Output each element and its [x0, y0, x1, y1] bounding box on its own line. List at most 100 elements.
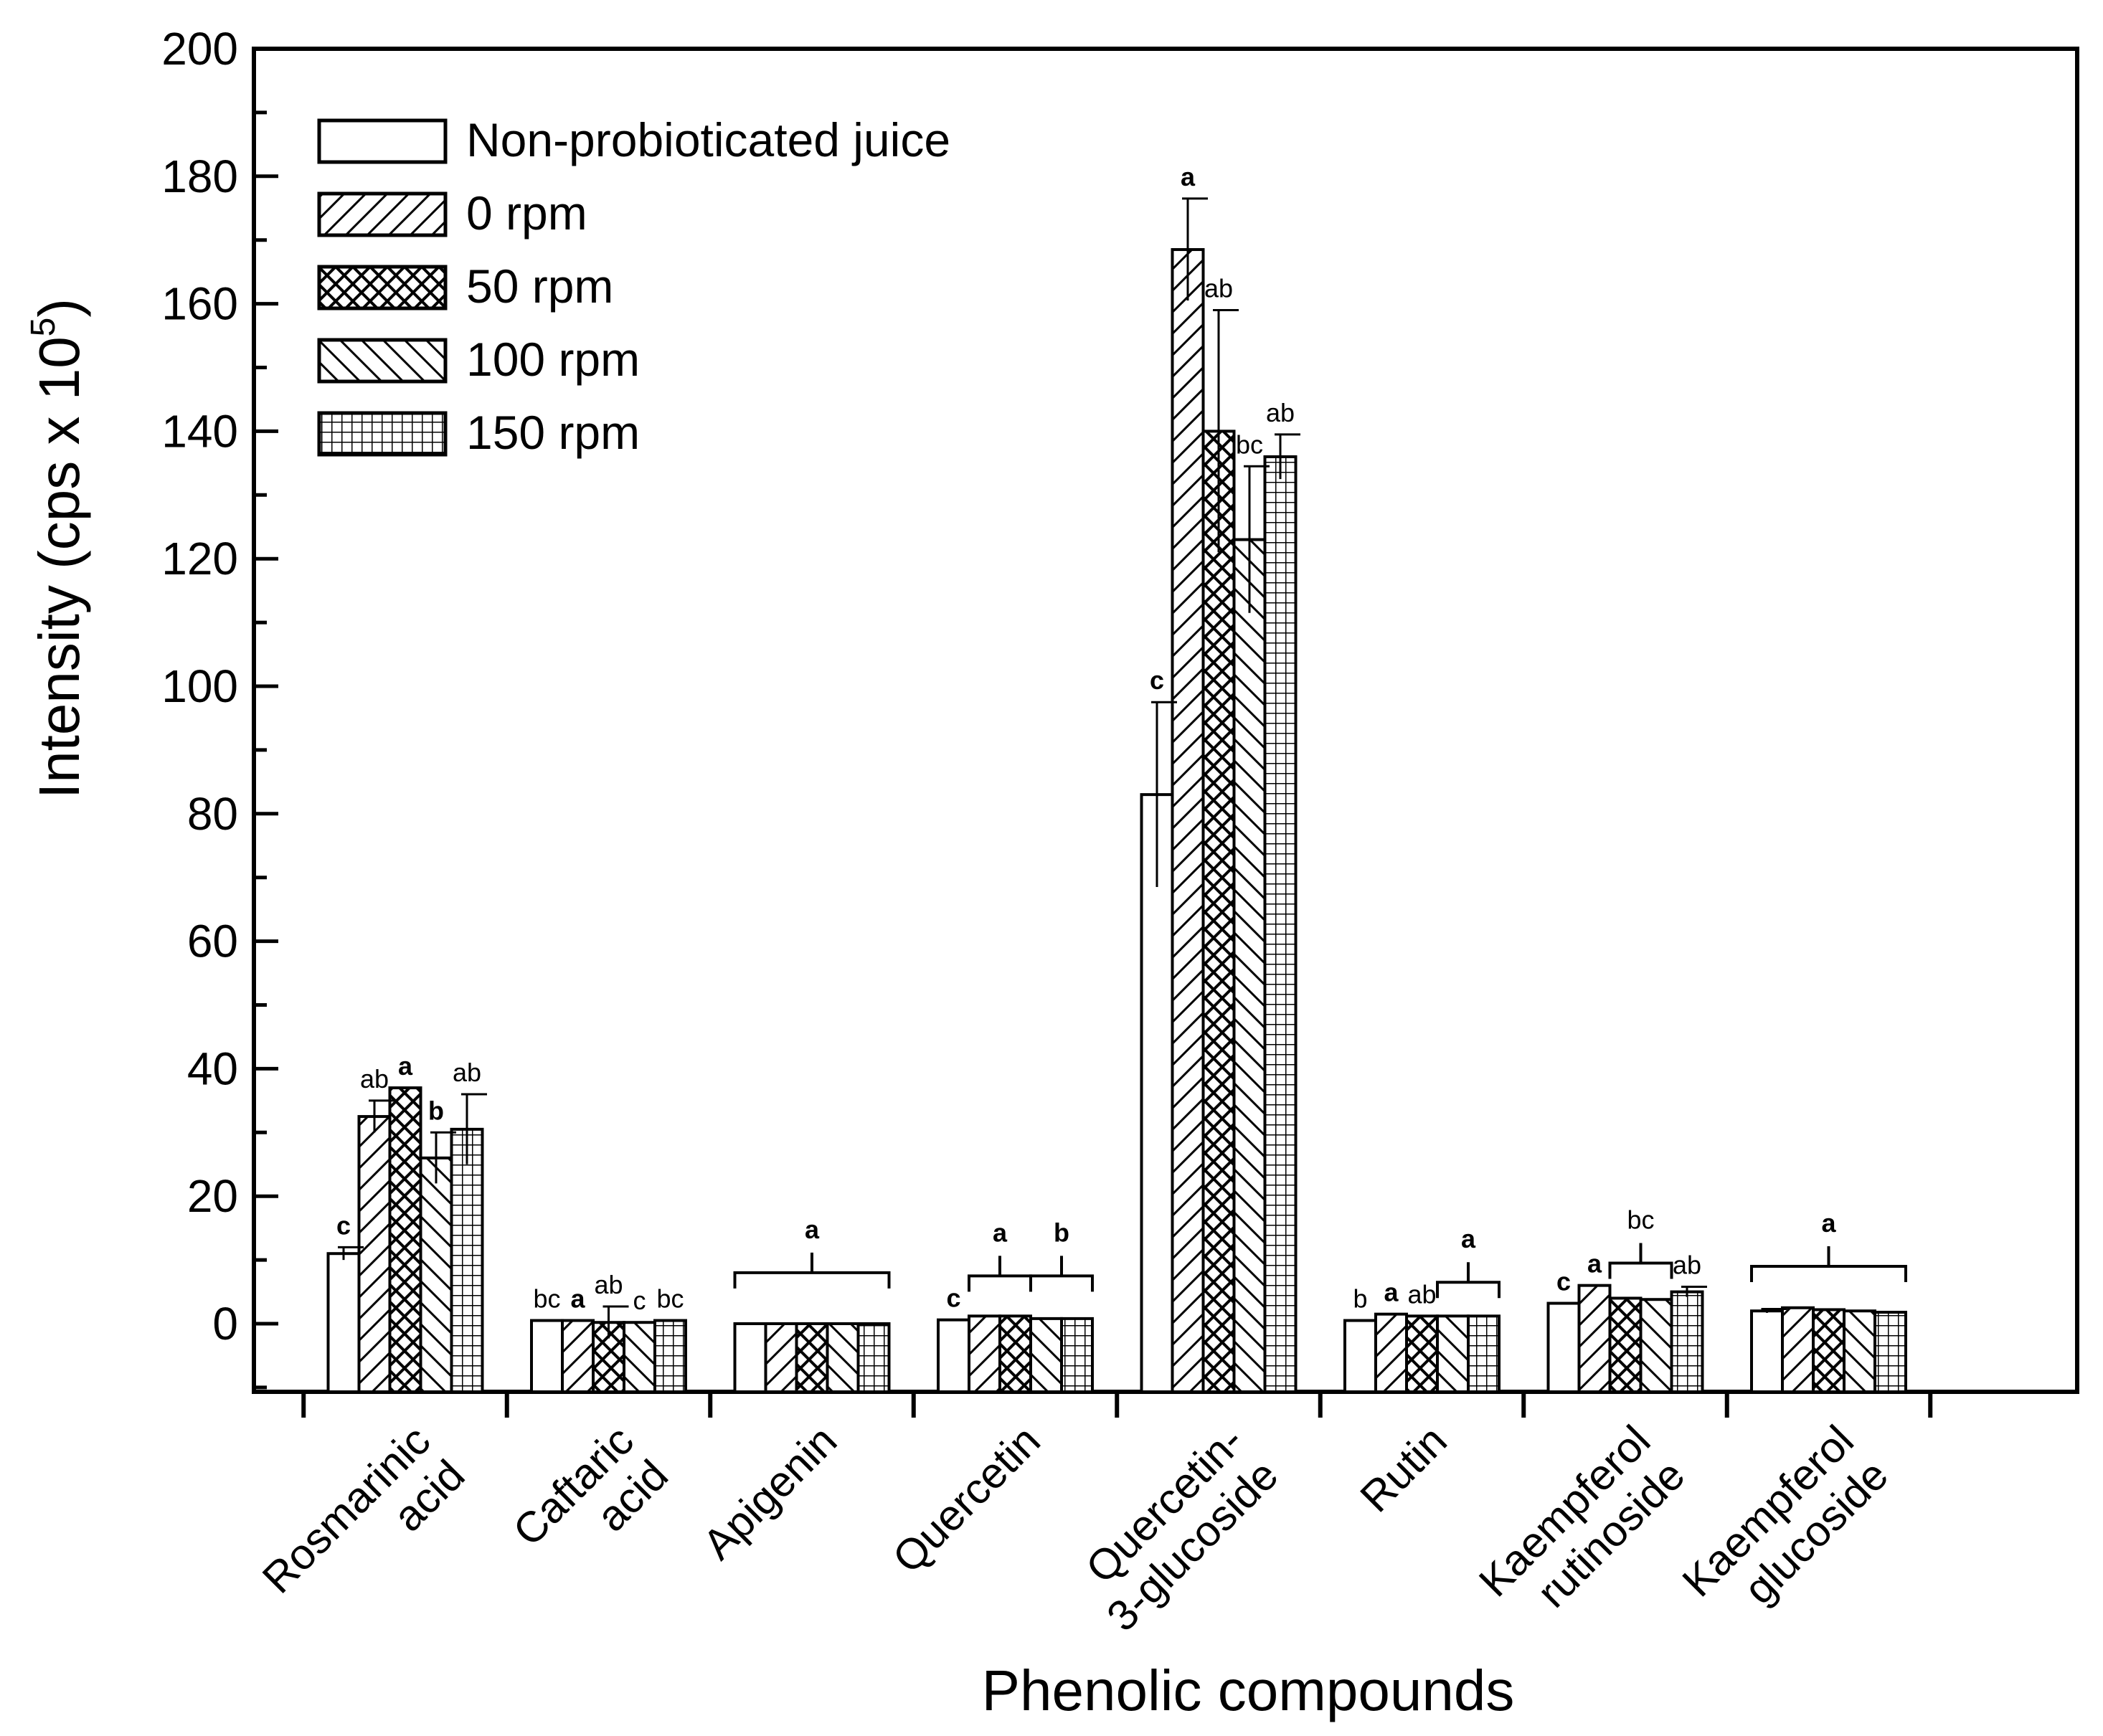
- significance-letter: c: [633, 1286, 646, 1315]
- significance-bracket-group: a a b abc a: [733, 1205, 1907, 1299]
- y-axis-title-main: Intensity (cps x 10: [27, 336, 91, 799]
- y-tick-label: 140: [161, 405, 238, 457]
- significance-bracket-letter: a: [805, 1215, 820, 1244]
- legend-swatch: [317, 265, 448, 310]
- bar: [419, 1156, 453, 1393]
- significance-letter: a: [1181, 162, 1196, 191]
- legend-swatch: [317, 411, 448, 457]
- x-category-label-line: Apigenin: [694, 1416, 846, 1569]
- bar: [968, 1314, 1001, 1394]
- bar: [1232, 538, 1267, 1393]
- y-tick-label: 160: [161, 278, 238, 330]
- y-tick-label: 200: [161, 23, 238, 75]
- bar: [856, 1322, 891, 1393]
- bar: [998, 1314, 1032, 1394]
- bar: [1843, 1309, 1876, 1393]
- significance-letter: ab: [1407, 1279, 1436, 1309]
- bar: [1812, 1308, 1846, 1394]
- bar: [795, 1322, 829, 1393]
- x-category-label: Quercetin-3-glucoside: [1077, 1416, 1287, 1640]
- error-bar: [369, 1099, 394, 1133]
- bar: [826, 1322, 860, 1393]
- significance-letter: ab: [1204, 273, 1233, 303]
- significance-bracket-letter: b: [1054, 1218, 1069, 1247]
- y-axis-title-close: ): [27, 298, 91, 318]
- bar: [1263, 455, 1298, 1394]
- bar: [388, 1086, 422, 1393]
- bar: [1171, 248, 1205, 1393]
- error-bar: [602, 1305, 629, 1339]
- x-axis-title: Phenolic compounds: [982, 1659, 1515, 1722]
- error-bar: [338, 1246, 364, 1261]
- bar: [1546, 1301, 1581, 1393]
- significance-bracket: [968, 1256, 1032, 1292]
- significance-letter: ab: [1673, 1250, 1701, 1279]
- legend-label: 50 rpm: [466, 260, 613, 313]
- significance-letter: ab: [360, 1064, 389, 1094]
- bar: [1029, 1317, 1063, 1393]
- significance-letter: bc: [1236, 430, 1263, 459]
- x-category-label: Apigenin: [694, 1416, 846, 1569]
- significance-bracket-letter: bc: [1627, 1205, 1654, 1235]
- y-tick-label: 20: [187, 1170, 238, 1222]
- error-bar: [1275, 433, 1300, 480]
- bar: [1873, 1310, 1907, 1394]
- error-bar: [1244, 465, 1270, 613]
- significance-letter: c: [1150, 665, 1164, 695]
- significance-letter: c: [336, 1210, 351, 1240]
- bar: [326, 1252, 361, 1393]
- bar: [1436, 1314, 1470, 1394]
- y-axis: 0 20 40 60 80 100 120 140 160 180 200: [161, 23, 278, 1390]
- legend-swatch: [317, 191, 448, 237]
- legend-label: 0 rpm: [466, 186, 587, 239]
- legend-label: 150 rpm: [466, 406, 640, 459]
- bar: [1577, 1284, 1612, 1394]
- bar: [1060, 1317, 1094, 1393]
- bar: [1639, 1298, 1673, 1394]
- y-tick-label: 180: [161, 151, 238, 202]
- bar: [1374, 1312, 1408, 1394]
- bar: [357, 1115, 392, 1393]
- y-axis-title: Intensity (cps x 105): [24, 298, 91, 799]
- x-category-label-line: Rutin: [1351, 1416, 1456, 1521]
- bar: [530, 1319, 564, 1394]
- bar: [1343, 1319, 1377, 1394]
- legend: Non-probioticated juice 0 rpm 50 rpm 100 rp…: [317, 113, 950, 459]
- significance-bracket: [1750, 1246, 1907, 1282]
- error-bar: [1151, 701, 1177, 888]
- x-category-label: Rutin: [1351, 1416, 1456, 1521]
- y-tick-label: 60: [187, 916, 238, 967]
- y-tick-label: 120: [161, 533, 238, 584]
- bar-series-group: [326, 248, 1907, 1394]
- significance-letter: b: [1353, 1284, 1367, 1314]
- significance-letter: b: [428, 1096, 444, 1125]
- legend-label: 100 rpm: [466, 333, 640, 386]
- legend-swatch: [317, 118, 448, 164]
- significance-letter: c: [1556, 1267, 1571, 1296]
- significance-bracket-letter: a: [993, 1218, 1008, 1247]
- bar: [653, 1319, 687, 1394]
- bar: [1201, 430, 1236, 1393]
- legend-label: Non-probioticated juice: [466, 113, 950, 166]
- bar: [764, 1322, 798, 1393]
- bar: [1405, 1314, 1439, 1394]
- error-bar: [1761, 1308, 1787, 1313]
- y-tick-label: 80: [187, 788, 238, 840]
- error-bar: [1182, 197, 1208, 301]
- bar: [937, 1318, 970, 1394]
- error-bar: [461, 1093, 487, 1165]
- bar: [1781, 1306, 1815, 1394]
- significance-letter: bc: [533, 1284, 560, 1314]
- error-bar: [1213, 308, 1239, 553]
- significance-bracket-letter: a: [1821, 1208, 1836, 1238]
- y-axis-title-superscript: 5: [24, 318, 62, 337]
- significance-letter: ab: [1266, 398, 1295, 427]
- y-tick-label: 0: [212, 1298, 238, 1350]
- x-category-label: Quercetin: [884, 1416, 1049, 1582]
